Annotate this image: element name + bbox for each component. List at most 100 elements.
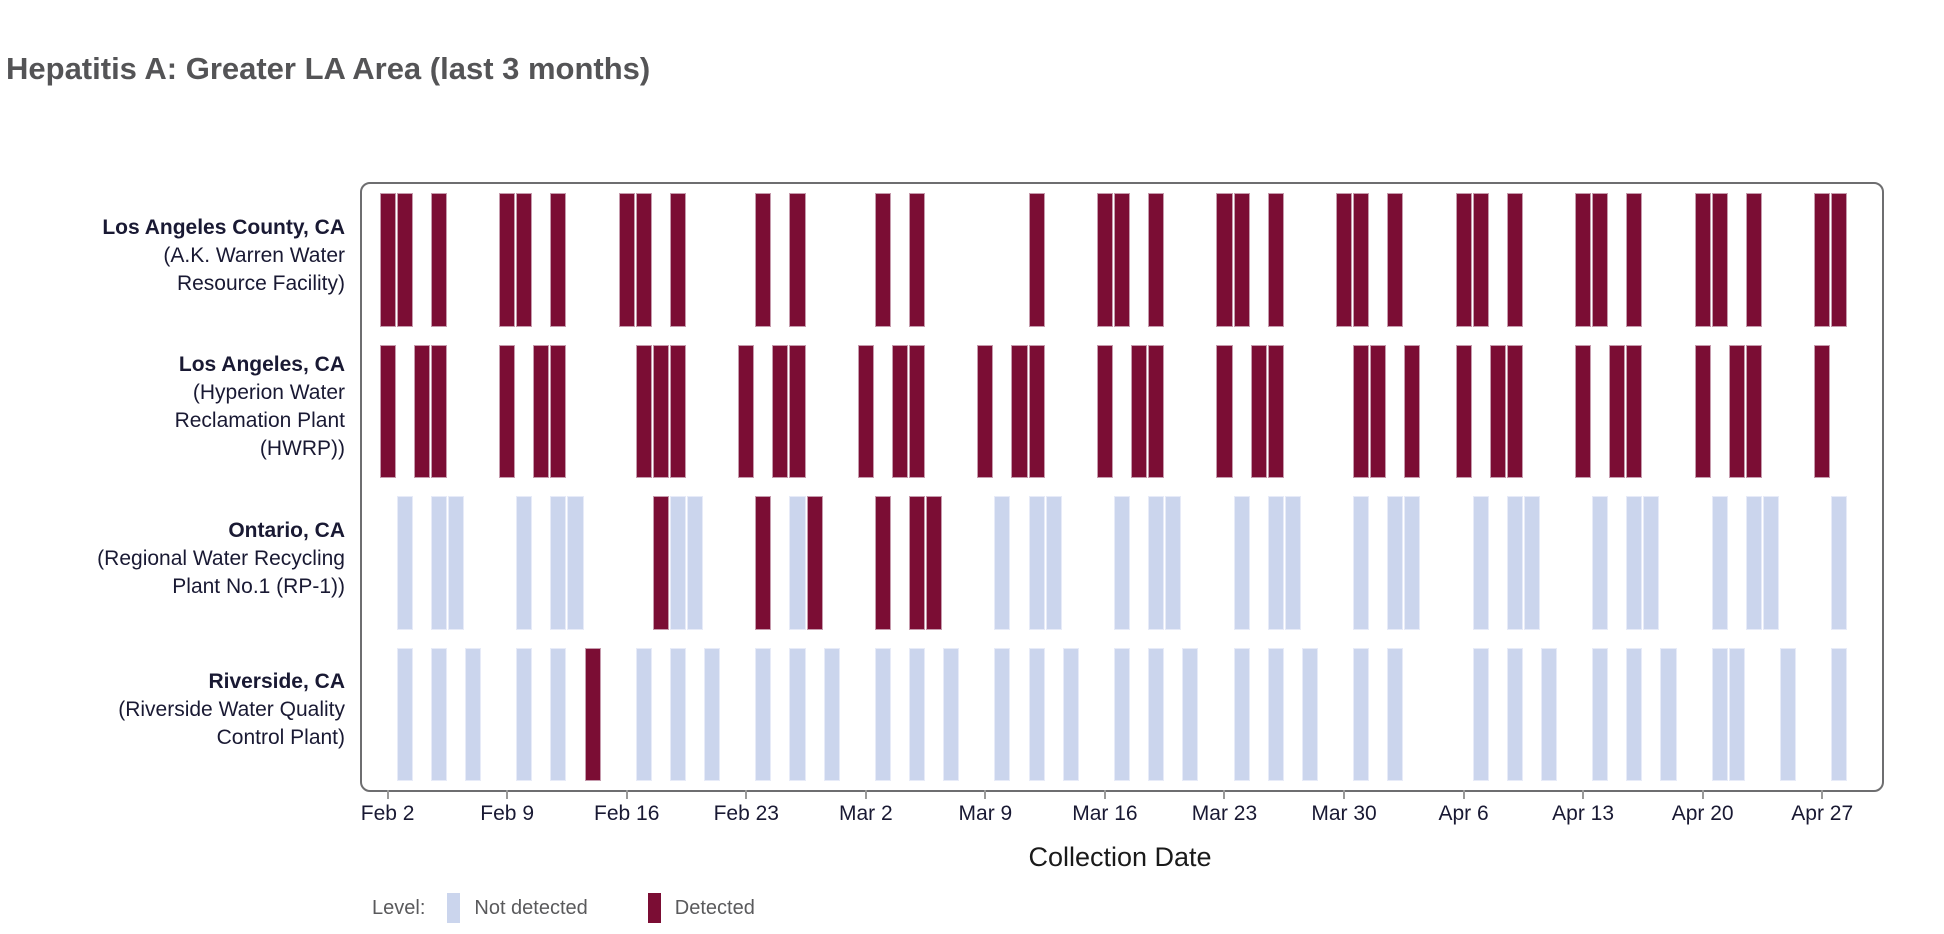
sample-bar-detected[interactable]	[618, 193, 635, 327]
sample-bar-detected[interactable]	[635, 193, 652, 327]
sample-bar-detected[interactable]	[789, 344, 806, 478]
sample-bar-detected[interactable]	[1626, 344, 1643, 478]
sample-bar-not-detected[interactable]	[1780, 647, 1797, 781]
sample-bar-detected[interactable]	[1011, 344, 1028, 478]
sample-bar-detected[interactable]	[738, 344, 755, 478]
sample-bar-detected[interactable]	[1131, 344, 1148, 478]
sample-bar-not-detected[interactable]	[1831, 496, 1848, 630]
sample-bar-detected[interactable]	[874, 496, 891, 630]
sample-bar-not-detected[interactable]	[1267, 647, 1284, 781]
sample-bar-not-detected[interactable]	[909, 647, 926, 781]
sample-bar-not-detected[interactable]	[1301, 647, 1318, 781]
sample-bar-not-detected[interactable]	[1148, 496, 1165, 630]
sample-bar-detected[interactable]	[430, 193, 447, 327]
sample-bar-detected[interactable]	[1609, 344, 1626, 478]
sample-bar-not-detected[interactable]	[1353, 496, 1370, 630]
sample-bar-not-detected[interactable]	[396, 496, 413, 630]
sample-bar-not-detected[interactable]	[516, 647, 533, 781]
sample-bar-detected[interactable]	[1370, 344, 1387, 478]
sample-bar-detected[interactable]	[1250, 344, 1267, 478]
sample-bar-not-detected[interactable]	[1233, 647, 1250, 781]
sample-bar-detected[interactable]	[430, 344, 447, 478]
sample-bar-not-detected[interactable]	[789, 496, 806, 630]
sample-bar-detected[interactable]	[1096, 193, 1113, 327]
sample-bar-detected[interactable]	[1831, 193, 1848, 327]
sample-bar-detected[interactable]	[755, 496, 772, 630]
sample-bar-not-detected[interactable]	[686, 496, 704, 630]
sample-bar-detected[interactable]	[396, 193, 413, 327]
sample-bar-not-detected[interactable]	[755, 647, 772, 781]
sample-bar-not-detected[interactable]	[704, 647, 721, 781]
sample-bar-detected[interactable]	[806, 496, 823, 630]
sample-bar-detected[interactable]	[789, 193, 806, 327]
sample-bar-detected[interactable]	[1592, 193, 1609, 327]
sample-bar-not-detected[interactable]	[430, 647, 447, 781]
sample-bar-detected[interactable]	[1489, 344, 1506, 478]
sample-bar-detected[interactable]	[1814, 193, 1831, 327]
sample-bar-detected[interactable]	[1711, 193, 1728, 327]
sample-bar-detected[interactable]	[499, 344, 516, 478]
sample-bar-detected[interactable]	[1267, 344, 1284, 478]
sample-bar-detected[interactable]	[1745, 344, 1762, 478]
sample-bar-not-detected[interactable]	[1284, 496, 1301, 630]
sample-bar-detected[interactable]	[1335, 193, 1353, 327]
sample-bar-not-detected[interactable]	[1404, 496, 1421, 630]
sample-bar-detected[interactable]	[550, 193, 567, 327]
sample-bar-not-detected[interactable]	[1506, 496, 1523, 630]
sample-bar-detected[interactable]	[1626, 193, 1643, 327]
sample-bar-not-detected[interactable]	[1762, 496, 1780, 630]
sample-bar-detected[interactable]	[1353, 344, 1370, 478]
sample-bar-not-detected[interactable]	[1267, 496, 1284, 630]
sample-bar-not-detected[interactable]	[1028, 496, 1045, 630]
sample-bar-detected[interactable]	[1455, 193, 1472, 327]
sample-bar-not-detected[interactable]	[430, 496, 447, 630]
sample-bar-detected[interactable]	[1694, 193, 1711, 327]
sample-bar-detected[interactable]	[379, 344, 396, 478]
sample-bar-not-detected[interactable]	[1592, 647, 1609, 781]
sample-bar-not-detected[interactable]	[1745, 496, 1762, 630]
sample-bar-detected[interactable]	[1472, 193, 1489, 327]
sample-bar-detected[interactable]	[1575, 193, 1592, 327]
sample-bar-detected[interactable]	[516, 193, 533, 327]
sample-bar-not-detected[interactable]	[1523, 496, 1540, 630]
sample-bar-not-detected[interactable]	[1626, 647, 1643, 781]
sample-bar-detected[interactable]	[857, 344, 874, 478]
sample-bar-not-detected[interactable]	[1353, 647, 1370, 781]
sample-bar-not-detected[interactable]	[1233, 496, 1250, 630]
sample-bar-not-detected[interactable]	[1387, 647, 1404, 781]
sample-bar-not-detected[interactable]	[1626, 496, 1643, 630]
sample-bar-not-detected[interactable]	[874, 647, 891, 781]
sample-bar-detected[interactable]	[1745, 193, 1762, 327]
sample-bar-detected[interactable]	[1404, 344, 1421, 478]
sample-bar-not-detected[interactable]	[1506, 647, 1523, 781]
sample-bar-detected[interactable]	[1267, 193, 1284, 327]
sample-bar-not-detected[interactable]	[464, 647, 482, 781]
sample-bar-not-detected[interactable]	[1643, 496, 1660, 630]
sample-bar-not-detected[interactable]	[1728, 647, 1745, 781]
sample-bar-not-detected[interactable]	[567, 496, 584, 630]
sample-bar-detected[interactable]	[772, 344, 789, 478]
sample-bar-not-detected[interactable]	[1540, 647, 1557, 781]
sample-bar-not-detected[interactable]	[550, 496, 567, 630]
sample-bar-not-detected[interactable]	[1660, 647, 1677, 781]
sample-bar-detected[interactable]	[584, 647, 601, 781]
sample-bar-not-detected[interactable]	[1592, 496, 1609, 630]
sample-bar-not-detected[interactable]	[823, 647, 840, 781]
sample-bar-detected[interactable]	[1148, 193, 1165, 327]
sample-bar-detected[interactable]	[1028, 344, 1045, 478]
sample-bar-not-detected[interactable]	[1182, 647, 1199, 781]
sample-bar-detected[interactable]	[1028, 193, 1045, 327]
sample-bar-not-detected[interactable]	[789, 647, 806, 781]
sample-bar-detected[interactable]	[635, 344, 652, 478]
sample-bar-not-detected[interactable]	[1472, 647, 1489, 781]
sample-bar-not-detected[interactable]	[1062, 647, 1079, 781]
sample-bar-detected[interactable]	[1694, 344, 1711, 478]
sample-bar-detected[interactable]	[909, 193, 926, 327]
sample-bar-detected[interactable]	[652, 344, 669, 478]
sample-bar-detected[interactable]	[1113, 193, 1131, 327]
sample-bar-detected[interactable]	[755, 193, 772, 327]
sample-bar-detected[interactable]	[413, 344, 430, 478]
sample-bar-detected[interactable]	[1216, 344, 1233, 478]
sample-bar-detected[interactable]	[669, 193, 686, 327]
sample-bar-not-detected[interactable]	[1028, 647, 1045, 781]
